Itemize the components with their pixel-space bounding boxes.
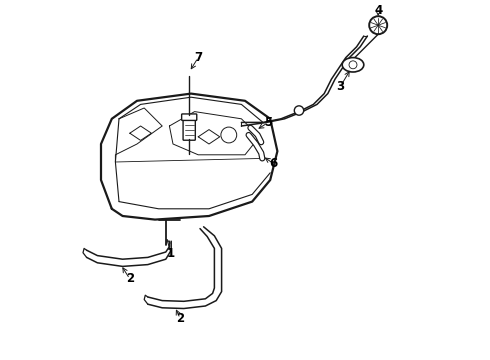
- FancyBboxPatch shape: [182, 114, 197, 120]
- Text: 7: 7: [194, 51, 202, 64]
- Text: 1: 1: [167, 247, 175, 260]
- Text: 3: 3: [336, 80, 344, 93]
- Text: 6: 6: [270, 157, 278, 170]
- Circle shape: [369, 16, 387, 34]
- FancyBboxPatch shape: [183, 119, 196, 140]
- Text: 2: 2: [176, 312, 184, 325]
- Text: 5: 5: [264, 116, 272, 129]
- Circle shape: [221, 127, 237, 143]
- Text: 2: 2: [126, 273, 134, 285]
- Ellipse shape: [342, 58, 364, 72]
- Text: 4: 4: [374, 4, 382, 17]
- Circle shape: [294, 106, 304, 115]
- Polygon shape: [101, 94, 277, 220]
